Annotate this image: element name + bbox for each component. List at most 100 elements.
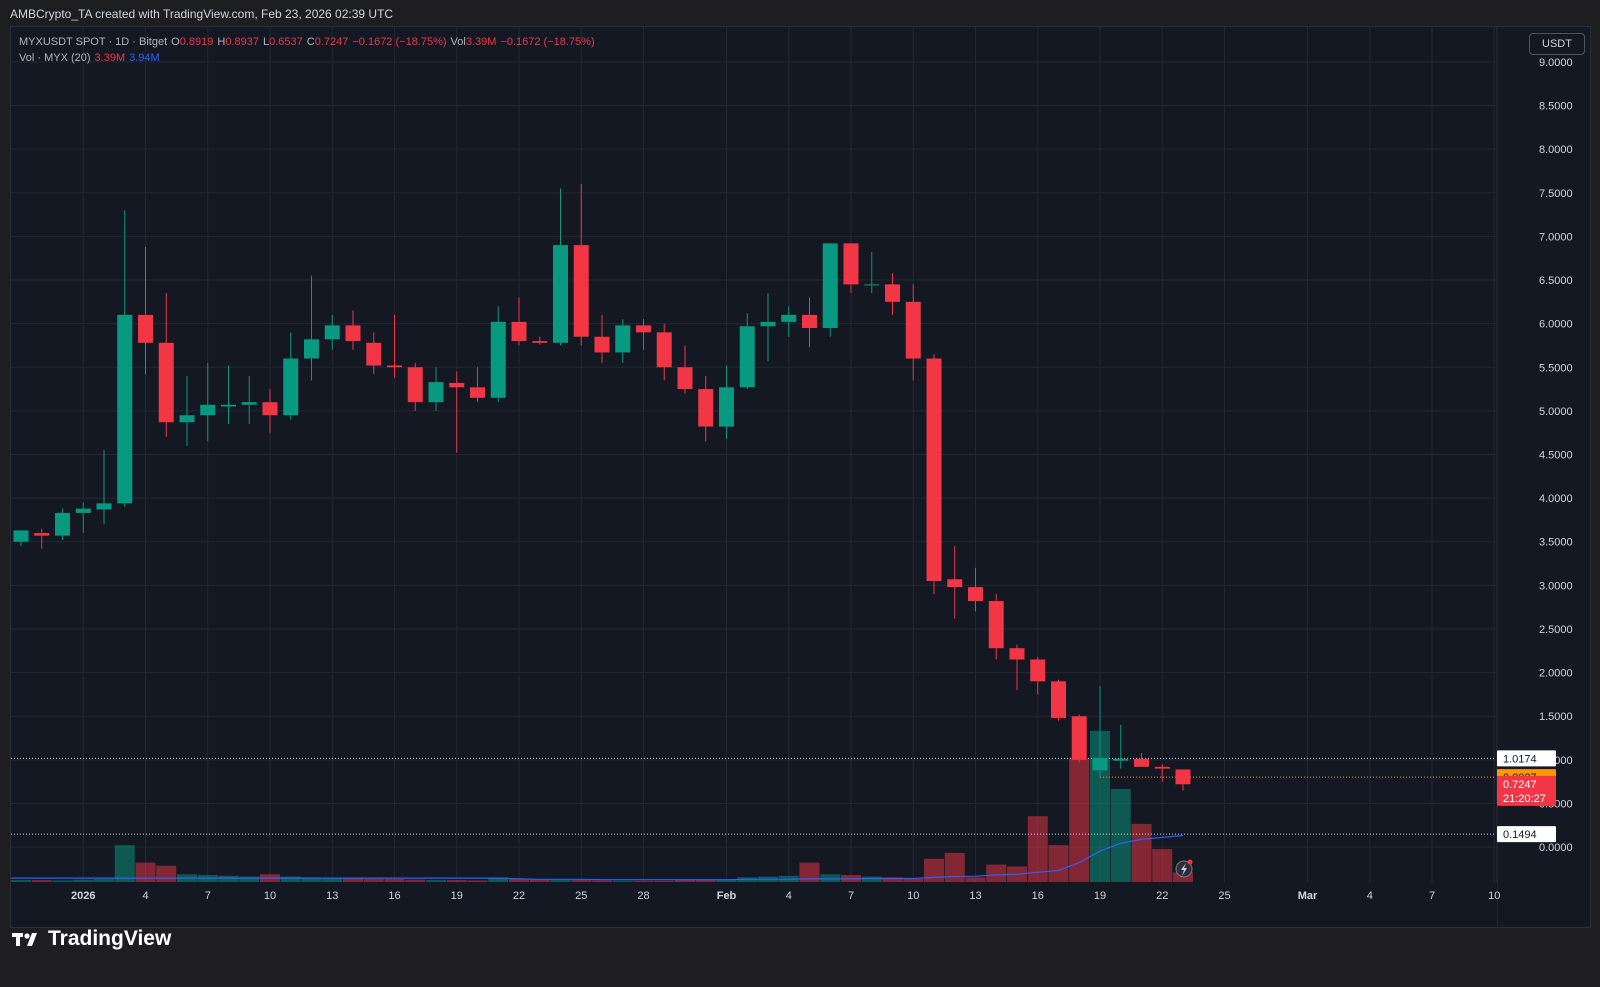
price-tag-bg (1497, 750, 1556, 767)
symbol-label[interactable]: MYXUSDT SPOT · 1D · Bitget (19, 36, 168, 48)
volume-ma-line (11, 834, 1184, 881)
candle (221, 365, 236, 424)
x-tick-label: 22 (513, 890, 525, 902)
volume-bar (1048, 845, 1069, 882)
candle-body (698, 389, 714, 427)
y-tick-label: 3.5000 (1539, 537, 1573, 549)
candle-body (1071, 716, 1087, 760)
candle-body (55, 512, 70, 536)
candle-body (13, 530, 29, 542)
candle (1071, 714, 1087, 763)
candle-body (822, 243, 838, 328)
volume-bar (654, 880, 675, 882)
y-tick-label: 4.0000 (1539, 493, 1573, 505)
candle-body (760, 321, 776, 327)
volume-bar (529, 879, 550, 882)
candle (96, 450, 112, 525)
x-tick-label: 4 (1367, 890, 1373, 902)
candle-body (324, 325, 340, 340)
volume-bar (280, 876, 301, 882)
candle (262, 389, 278, 433)
volume-bar (550, 880, 571, 882)
candle-body (926, 358, 942, 582)
candle-body (739, 326, 755, 388)
candle (407, 362, 423, 411)
candle-body (553, 245, 568, 343)
candle-body (221, 404, 236, 407)
low-label: L (262, 36, 270, 48)
candle-body (594, 336, 610, 353)
candle (864, 252, 880, 294)
volume-bar (1110, 789, 1131, 882)
candle (1030, 656, 1046, 695)
volume-bar (114, 845, 135, 882)
candle (594, 314, 610, 363)
candle (117, 210, 133, 507)
candle-body (1154, 766, 1170, 769)
vol-value: 3.39M (465, 36, 497, 48)
candle-body (885, 284, 900, 302)
candle (75, 502, 91, 534)
volume-bar (1131, 823, 1152, 882)
candle (532, 336, 548, 345)
candle-body (968, 587, 983, 602)
volume-bar (675, 880, 695, 882)
candle (802, 297, 817, 348)
candle-body (1009, 648, 1025, 660)
price-tag-bg (1497, 826, 1556, 843)
candle-body (636, 325, 651, 333)
y-tick-label: 1.5000 (1539, 711, 1573, 723)
volume-bar (861, 876, 882, 882)
candle-body (677, 367, 693, 390)
candle (968, 567, 983, 612)
close-label: C (306, 36, 315, 48)
grid (11, 27, 1496, 882)
candle-body (1030, 659, 1046, 682)
y-tick-label: 5.0000 (1539, 406, 1573, 418)
candle-body (158, 342, 174, 423)
candle-body (532, 341, 548, 343)
x-tick-label: 4 (786, 890, 792, 902)
candle (511, 297, 527, 346)
candle (885, 273, 900, 315)
candle (179, 375, 195, 446)
x-tick-label: 10 (907, 890, 919, 902)
volume-bar (509, 878, 529, 882)
candle-body (1113, 758, 1129, 761)
y-tick-label: 7.5000 (1539, 188, 1573, 200)
candle (13, 530, 29, 547)
chart-panel[interactable]: 9.0000 8.5000 8.0000 7.5000 7.0000 6.5000 6.00… (10, 26, 1591, 928)
x-tick-label: 25 (575, 890, 587, 902)
volume-bar (11, 880, 31, 882)
lightning-icon-bolt (1181, 863, 1187, 876)
volume-bar (571, 880, 592, 882)
volume-bar (882, 877, 903, 882)
candle (1009, 644, 1025, 691)
volume-bar (1152, 849, 1173, 882)
volume-bar (924, 858, 944, 882)
volume-bar (965, 877, 986, 882)
volume-bar (73, 879, 94, 882)
alert-lightning-icon[interactable] (1175, 859, 1193, 878)
volume-bar (135, 862, 156, 882)
volume-bar (31, 880, 52, 882)
price-chart[interactable]: 9.0000 8.5000 8.0000 7.5000 7.0000 6.5000 6.00… (11, 27, 1590, 927)
candle-body (407, 367, 423, 403)
currency-button[interactable]: USDT (1529, 33, 1585, 55)
open-label: O (171, 36, 180, 48)
x-tick-label: Feb (717, 890, 737, 902)
candle (1092, 685, 1108, 778)
y-tick-label: 6.5000 (1539, 275, 1573, 287)
candle-body (988, 601, 1004, 649)
volume-bar (903, 878, 924, 882)
price-tag: 0.1494 (1497, 826, 1556, 843)
volume-bar (944, 852, 965, 882)
candle-body (34, 533, 50, 536)
candle (1134, 752, 1149, 767)
chart-legend: MYXUSDT SPOT · 1D · Bitget O0.8919 H0.89… (19, 34, 595, 66)
candle (241, 375, 257, 424)
vol-ma-label[interactable]: Vol · MYX (20) (19, 52, 91, 64)
candle-body (1051, 681, 1066, 718)
candle-body (304, 339, 319, 359)
x-tick-label: 19 (451, 890, 463, 902)
